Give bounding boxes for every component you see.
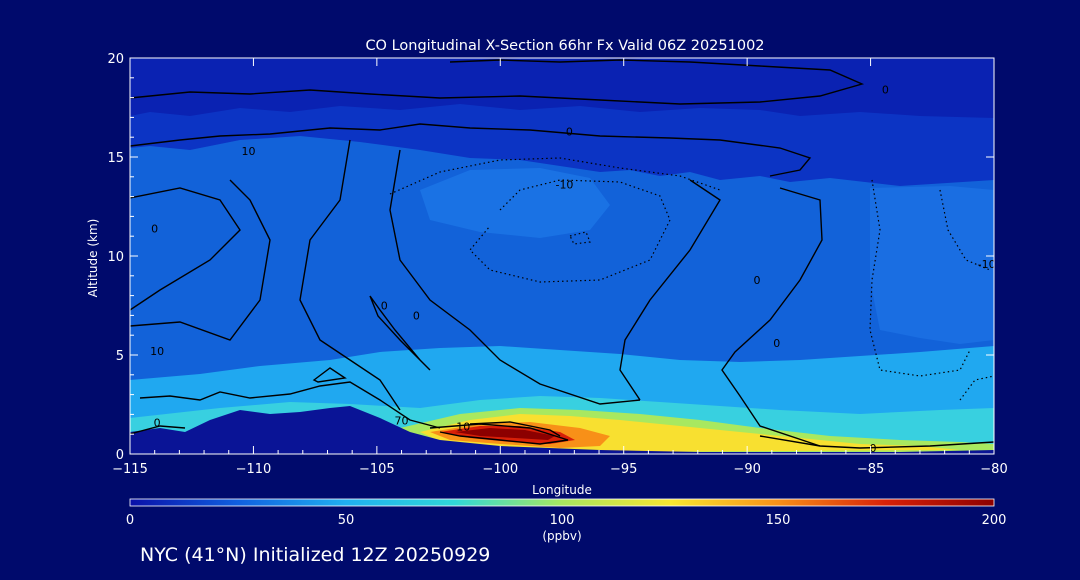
footer-caption: NYC (41°N) Initialized 12Z 20250929 bbox=[140, 544, 490, 566]
contour-lines-negative bbox=[389, 157, 994, 401]
x-tick-label: −80 bbox=[980, 462, 1007, 477]
y-axis: 0 5 10 15 20 bbox=[107, 52, 994, 463]
x-axis-label: Longitude bbox=[532, 483, 592, 497]
plot-area: 0 0 10 -10 0 0 -10 0 0 0 10 0 70 10 0 bbox=[130, 58, 996, 455]
x-tick-label: −85 bbox=[857, 462, 884, 477]
colorbar-ticks: 0 50 100 150 200 bbox=[126, 513, 1007, 528]
colorbar-unit: (ppbv) bbox=[542, 529, 581, 543]
contour-label: 0 bbox=[870, 442, 877, 455]
contour-label: 0 bbox=[154, 416, 161, 429]
contour-label: 70 bbox=[395, 414, 409, 427]
x-tick-label: −115 bbox=[112, 462, 148, 477]
colorbar-tick-label: 50 bbox=[338, 513, 355, 528]
y-tick-label: 15 bbox=[107, 151, 124, 166]
field-east-column bbox=[870, 186, 994, 344]
contour-label: -10 bbox=[978, 258, 996, 271]
contour-label: 0 bbox=[882, 84, 889, 97]
x-tick-label: −110 bbox=[236, 462, 272, 477]
colorbar-tick-label: 0 bbox=[126, 513, 134, 528]
x-tick-label: −105 bbox=[359, 462, 395, 477]
contour-labels: 0 0 10 -10 0 0 -10 0 0 0 10 0 70 10 0 bbox=[150, 84, 996, 455]
field-plume-core bbox=[455, 428, 555, 440]
colorbar-tick-label: 100 bbox=[550, 513, 575, 528]
colorbar bbox=[129, 498, 995, 507]
contour-label: 0 bbox=[413, 309, 420, 322]
contour-label: 0 bbox=[381, 300, 388, 313]
contour-label: 0 bbox=[566, 125, 573, 138]
x-axis: −115 −110 −105 −100 −95 −90 −85 −80 bbox=[112, 58, 1008, 477]
contour-lines bbox=[130, 59, 994, 449]
contour-label: -10 bbox=[555, 179, 573, 192]
chart-title: CO Longitudinal X-Section 66hr Fx Valid … bbox=[365, 38, 764, 54]
terrain bbox=[130, 406, 994, 454]
contour-label: 0 bbox=[754, 274, 761, 287]
field-mid-tongue bbox=[420, 168, 610, 238]
colorbar-tick-label: 150 bbox=[766, 513, 791, 528]
field-upper-band bbox=[130, 58, 994, 118]
y-tick-label: 5 bbox=[116, 349, 124, 364]
contour-label: 0 bbox=[773, 337, 780, 350]
x-tick-label: −90 bbox=[733, 462, 760, 477]
y-axis-label: Altitude (km) bbox=[86, 219, 100, 298]
y-tick-label: 0 bbox=[116, 448, 124, 463]
x-tick-label: −100 bbox=[482, 462, 518, 477]
colorbar-tick-label: 200 bbox=[982, 513, 1007, 528]
y-tick-label: 10 bbox=[107, 250, 124, 265]
contour-label: 10 bbox=[150, 345, 164, 358]
y-tick-label: 20 bbox=[107, 52, 124, 67]
x-tick-label: −95 bbox=[610, 462, 637, 477]
contour-label: 10 bbox=[456, 420, 470, 433]
contour-label: 10 bbox=[241, 145, 255, 158]
contour-label: 0 bbox=[151, 222, 158, 235]
